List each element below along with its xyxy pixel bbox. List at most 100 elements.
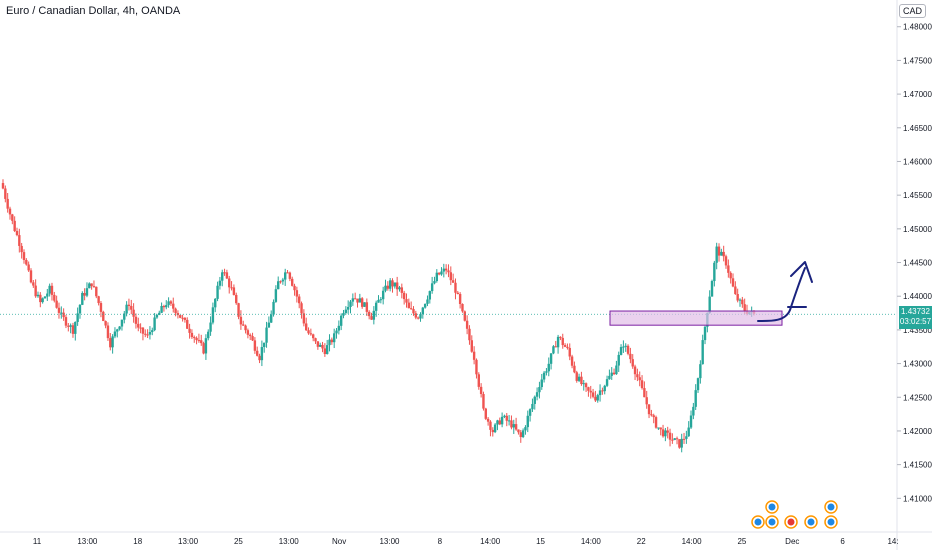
candle-body xyxy=(32,282,35,286)
candle-body xyxy=(81,293,84,305)
x-tick-label: 22 xyxy=(637,537,646,546)
candle-body xyxy=(120,319,124,327)
candle-body xyxy=(437,272,441,275)
candle-body xyxy=(601,390,604,392)
candle-body xyxy=(55,300,58,308)
y-tick-label: 1.45500 xyxy=(903,191,932,200)
candle-body xyxy=(360,298,364,307)
candle-body xyxy=(470,340,473,352)
support-zone-rectangle[interactable] xyxy=(609,310,783,326)
candle-body xyxy=(342,312,345,316)
candle-body xyxy=(521,430,525,438)
candle-body xyxy=(547,363,550,372)
candle-body xyxy=(57,307,61,313)
projection-arrow-path[interactable] xyxy=(757,267,806,323)
candle-body xyxy=(692,406,695,416)
candle-body xyxy=(526,415,529,428)
candle-body xyxy=(253,340,257,351)
candle-body xyxy=(724,256,728,266)
candle-body xyxy=(449,272,453,281)
candle-body xyxy=(291,278,294,286)
candle-body xyxy=(647,404,651,415)
candle-body xyxy=(270,314,273,323)
candle-body xyxy=(489,421,492,430)
candle-body xyxy=(251,336,254,341)
candle-body xyxy=(678,439,681,448)
x-tick-label: 13:00 xyxy=(178,537,199,546)
candle-body xyxy=(720,251,723,256)
candle-body xyxy=(388,280,392,289)
candle-body xyxy=(505,415,508,421)
candle-body xyxy=(132,309,135,317)
candle-body xyxy=(202,343,205,354)
candle-body xyxy=(298,296,301,304)
candle-body xyxy=(605,379,609,386)
candle-body xyxy=(22,252,26,260)
candle-body xyxy=(416,317,420,319)
candle-body xyxy=(496,420,499,425)
candle-body xyxy=(682,438,686,440)
y-tick-label: 1.43000 xyxy=(903,360,932,369)
candle-body xyxy=(90,283,93,287)
candle-body xyxy=(444,268,448,271)
candle-body xyxy=(34,285,37,297)
candle-body xyxy=(542,372,546,380)
currency-badge[interactable]: CAD xyxy=(898,4,926,18)
candle-body xyxy=(78,304,82,314)
candle-body xyxy=(736,294,739,301)
candle-body xyxy=(218,280,222,286)
candle-body xyxy=(97,296,100,304)
x-tick-label: 14: xyxy=(887,537,898,546)
event-flag-icon-inner xyxy=(827,518,835,526)
candle-body xyxy=(99,303,103,312)
candle-body xyxy=(430,283,434,292)
candle-body xyxy=(451,280,455,283)
candle-body xyxy=(195,337,198,341)
y-tick-label: 1.46500 xyxy=(903,124,932,133)
candle-body xyxy=(563,345,567,347)
candle-body xyxy=(421,307,425,315)
candle-body xyxy=(300,303,303,314)
candle-body xyxy=(183,317,187,320)
x-tick-label: 15 xyxy=(536,537,545,546)
candle-body xyxy=(377,299,380,303)
candle-body xyxy=(321,344,324,349)
candle-body xyxy=(207,331,210,339)
candle-body xyxy=(638,377,641,381)
candle-body xyxy=(727,265,730,273)
projection-arrow-head[interactable] xyxy=(790,261,813,283)
candle-body xyxy=(356,298,359,303)
candle-body xyxy=(491,429,494,433)
y-tick-label: 1.48000 xyxy=(903,23,932,32)
candle-body xyxy=(228,278,231,288)
x-tick-label: 6 xyxy=(840,537,845,546)
candle-body xyxy=(307,330,310,334)
candle-body xyxy=(18,235,21,246)
y-tick-label: 1.47500 xyxy=(903,56,932,65)
candle-body xyxy=(512,424,515,428)
candle-body xyxy=(414,313,418,318)
candle-body xyxy=(39,294,42,303)
candle-body xyxy=(393,282,397,287)
candle-body xyxy=(591,392,595,397)
candle-body xyxy=(204,338,208,354)
candle-body xyxy=(412,309,415,314)
candle-body xyxy=(281,279,285,282)
x-tick-label: 25 xyxy=(737,537,746,546)
candle-body xyxy=(729,272,732,279)
candle-body xyxy=(384,285,387,291)
candle-body xyxy=(685,436,688,439)
event-flag-icon-inner xyxy=(807,518,815,526)
candle-body xyxy=(127,304,131,307)
candle-body xyxy=(603,385,606,392)
candle-body xyxy=(582,383,585,385)
candle-body xyxy=(442,268,446,272)
candle-body xyxy=(1,183,5,189)
candle-body xyxy=(379,299,383,301)
candle-body xyxy=(174,308,177,314)
candle-body xyxy=(500,416,504,425)
candle-body xyxy=(598,390,602,396)
candle-body xyxy=(608,375,611,380)
